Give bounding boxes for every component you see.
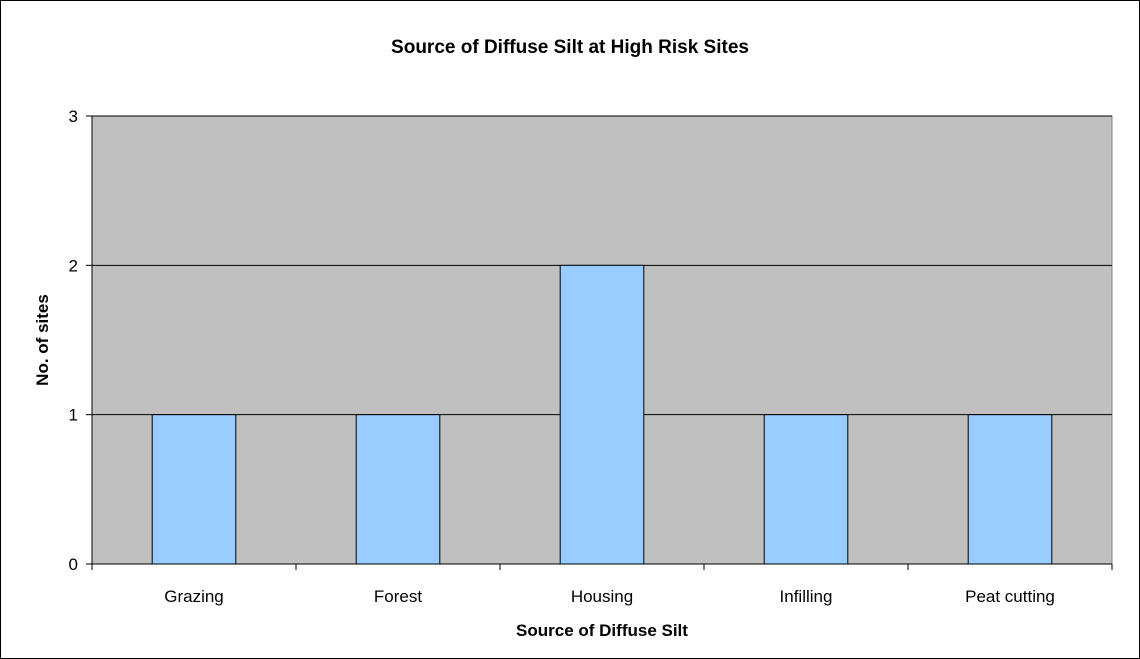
axes [86,115,1113,570]
bar-housing [559,264,645,565]
y-tick-label-3: 3 [69,107,78,126]
x-tick-label-4: Peat cutting [965,587,1055,606]
y-tick-labels: 0 1 2 3 [69,107,78,574]
bars [151,264,1053,565]
bar-grazing [151,414,237,565]
x-tick-label-2: Housing [571,587,633,606]
bar-peat-cutting [967,414,1053,565]
y-tick-label-1: 1 [69,406,78,425]
bar-forest [355,414,441,565]
y-tick-label-2: 2 [69,256,78,275]
y-axis-label: No. of sites [33,294,52,386]
chart-title: Source of Diffuse Silt at High Risk Site… [391,37,749,58]
y-tick-label-0: 0 [69,555,78,574]
x-axis-label: Source of Diffuse Silt [516,621,688,640]
bar-infilling [763,414,849,565]
x-tick-label-3: Infilling [780,587,833,606]
x-tick-labels: Grazing Forest Housing Infilling Peat cuttin… [164,587,1055,606]
x-tick-label-0: Grazing [164,587,224,606]
x-tick-label-1: Forest [374,587,422,606]
